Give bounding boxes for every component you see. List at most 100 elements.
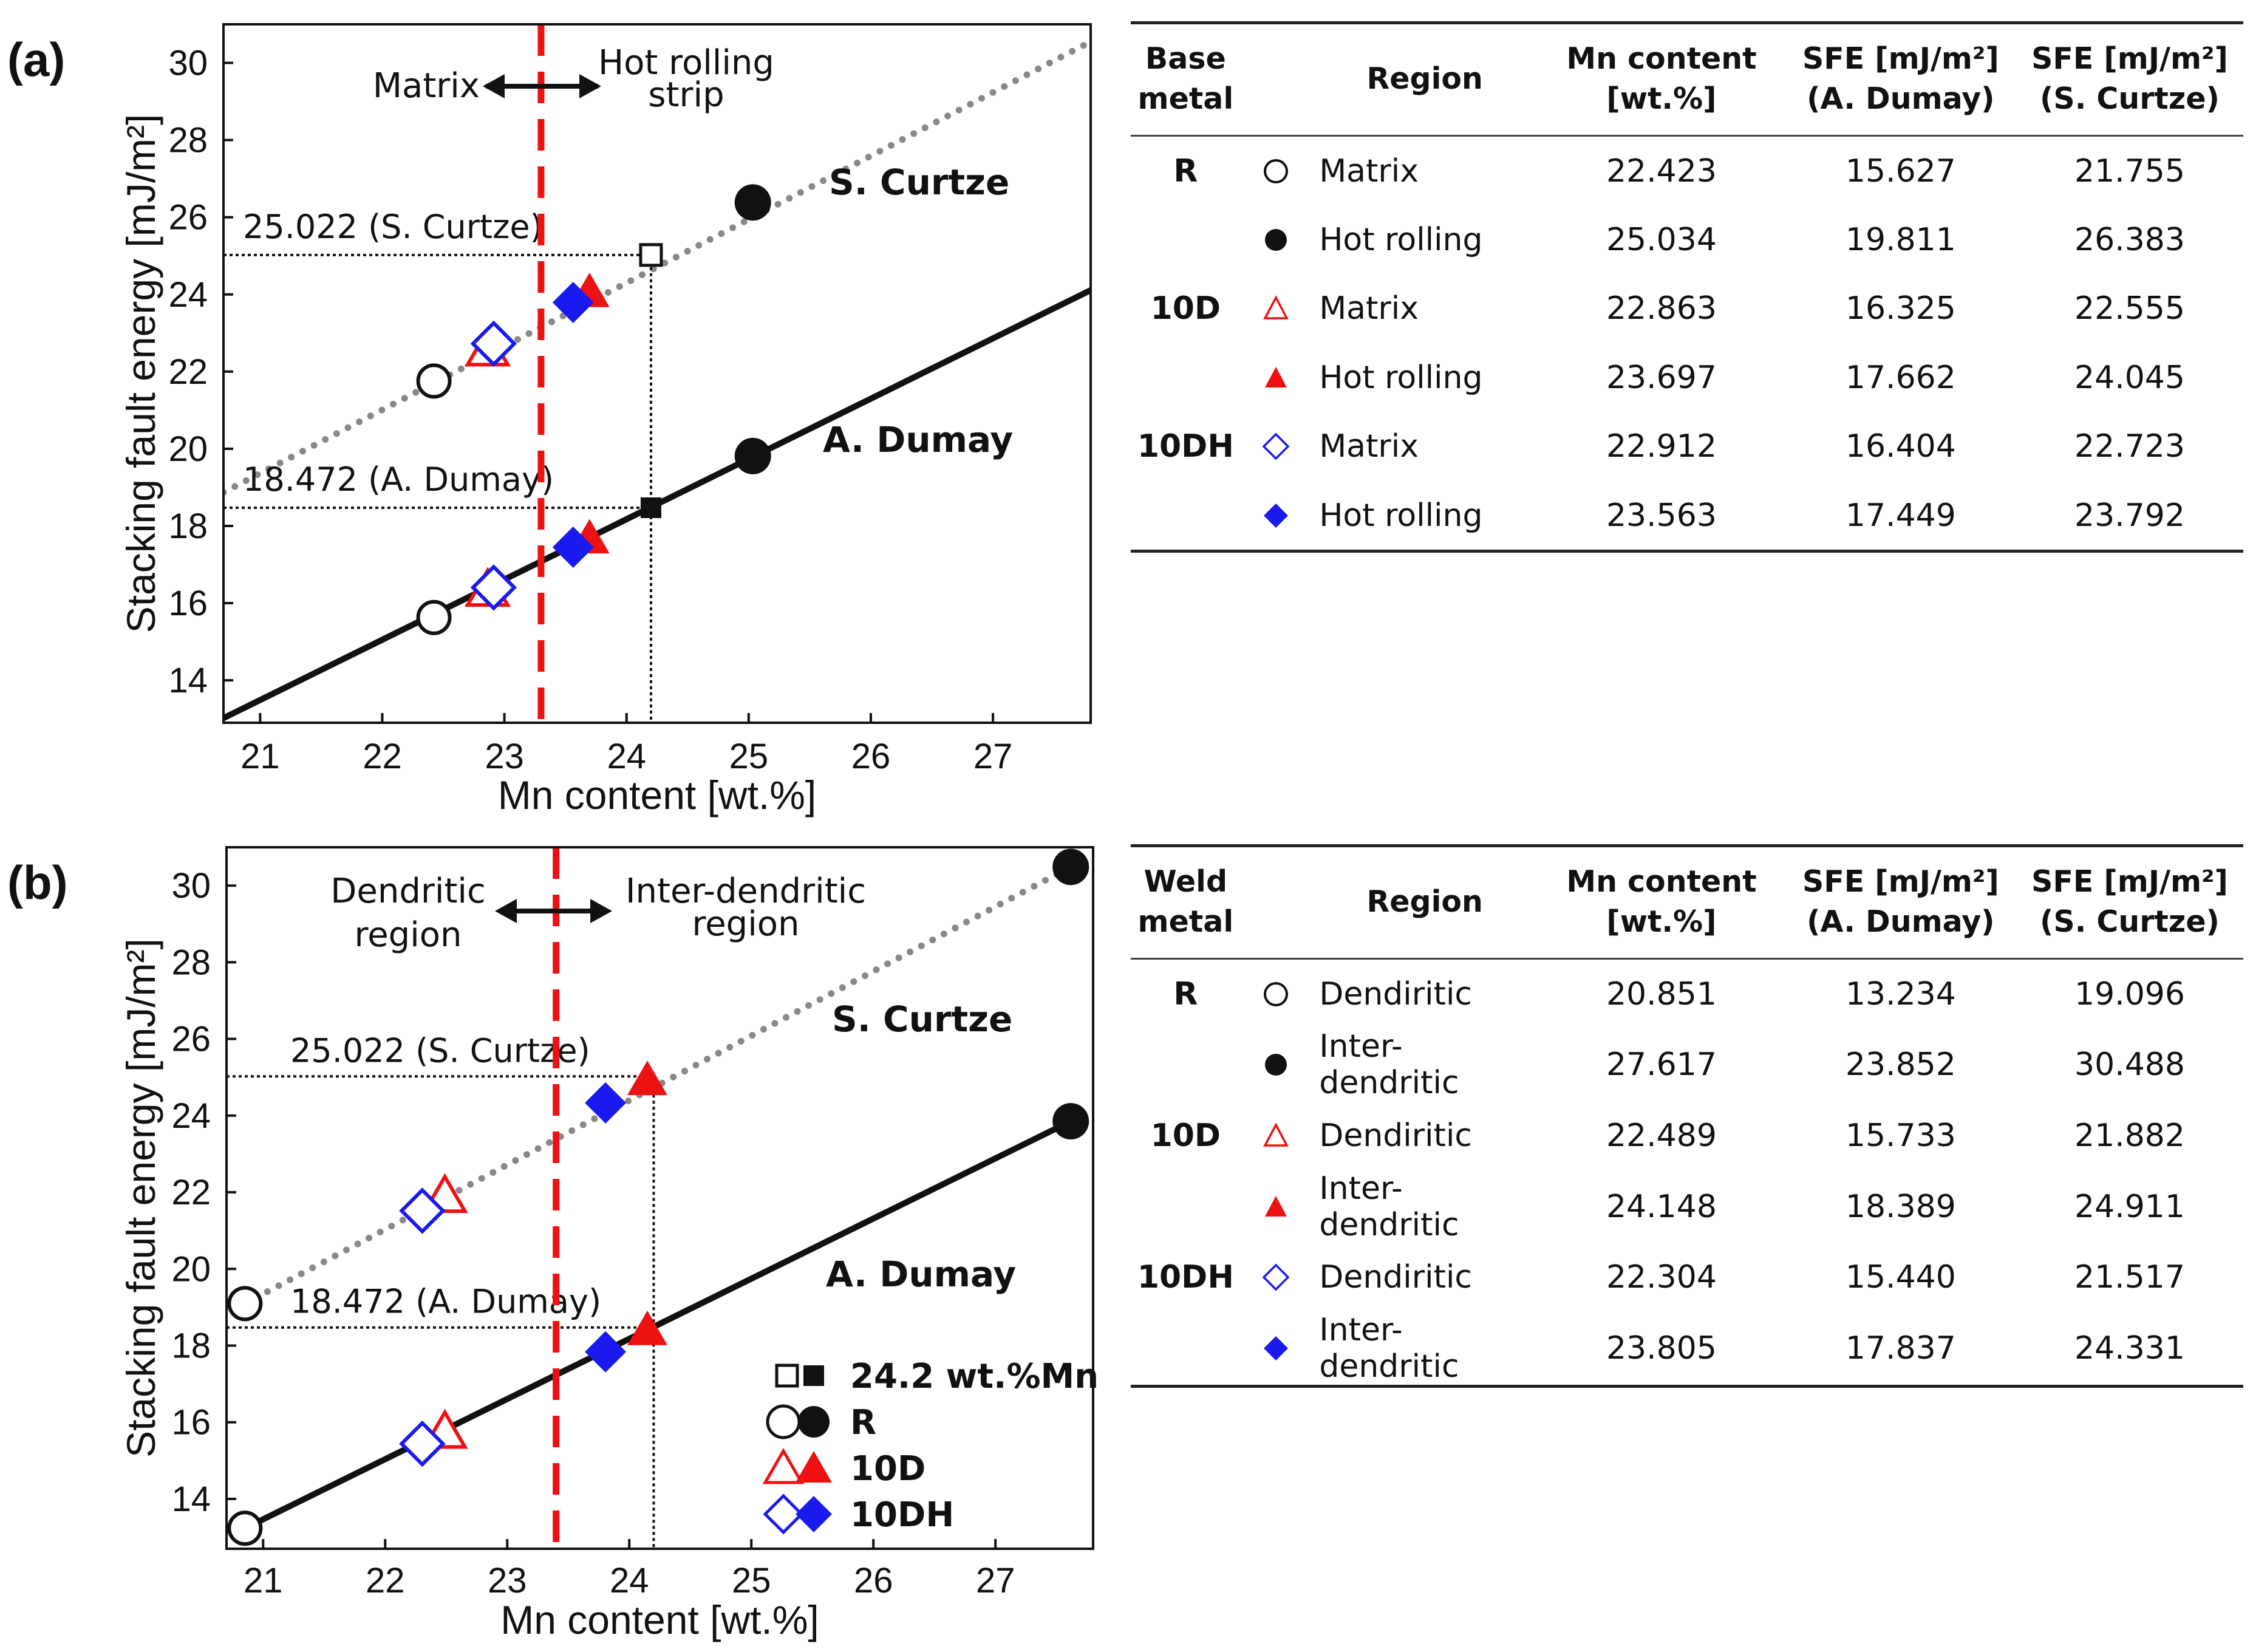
row-region: Hot rolling bbox=[1319, 359, 1483, 396]
diamond-filled-marker-icon bbox=[1241, 1312, 1312, 1387]
triangle-open-marker-icon bbox=[1241, 1101, 1312, 1170]
row-mn-content: 23.697 bbox=[1606, 359, 1717, 396]
legend-24-2-wt-mn-open-icon bbox=[775, 1364, 799, 1388]
row-sfe-dumay: 15.440 bbox=[1845, 1259, 1956, 1296]
r-open-point-curtze bbox=[227, 1286, 263, 1322]
legend-label: 10DH bbox=[850, 1495, 954, 1535]
y-tick-label: 22 bbox=[171, 1173, 211, 1212]
header-sfe-curtze: SFE [mJ/m²] (S. Curtze) bbox=[2031, 41, 2228, 116]
y-tick-label: 14 bbox=[168, 661, 208, 700]
row-region: Dendiritic bbox=[1319, 1118, 1473, 1155]
row-sfe-curtze: 24.331 bbox=[2074, 1330, 2185, 1367]
ref-label-dumay: 18.472 (A. Dumay) bbox=[243, 460, 554, 499]
row-region: Hot rolling bbox=[1319, 222, 1483, 259]
region-arrow-left bbox=[483, 74, 505, 98]
panel-label: (a) bbox=[7, 33, 65, 86]
region-arrow-right bbox=[579, 74, 601, 98]
circle-filled-marker-icon bbox=[1241, 1028, 1312, 1101]
x-tick-label: 23 bbox=[488, 1561, 527, 1600]
dumay-fit-line bbox=[244, 1118, 1072, 1531]
r-open-point-dumay bbox=[416, 599, 452, 635]
y-tick-label: 26 bbox=[168, 198, 208, 237]
row-group: 10DH bbox=[1137, 428, 1234, 465]
circle-open-marker-icon bbox=[1241, 136, 1312, 206]
row-sfe-curtze: 24.911 bbox=[2074, 1188, 2185, 1225]
row-group: R bbox=[1173, 975, 1198, 1012]
y-tick-label: 28 bbox=[168, 121, 208, 160]
row-sfe-curtze: 22.723 bbox=[2074, 428, 2185, 465]
row-region: Inter-dendritic bbox=[1319, 1028, 1459, 1102]
10dh-filled-point-curtze bbox=[585, 1082, 627, 1124]
table-row: Hot rolling 23.697 17.662 24.045 bbox=[1131, 343, 2243, 412]
header-region: Region bbox=[1366, 61, 1483, 96]
row-mn-content: 22.863 bbox=[1606, 290, 1717, 327]
table-row: Inter-dendritic 24.148 18.389 24.911 bbox=[1131, 1170, 2243, 1243]
legend-label: R bbox=[850, 1403, 876, 1442]
ref-point-dumay bbox=[640, 497, 661, 518]
region-arrow-right bbox=[590, 899, 612, 923]
panel-label: (b) bbox=[7, 856, 68, 909]
triangle-filled-marker-icon bbox=[1241, 343, 1312, 412]
row-region: Inter-dendritic bbox=[1319, 1312, 1459, 1385]
y-tick-label: 20 bbox=[168, 429, 208, 469]
row-group bbox=[1131, 1170, 1241, 1243]
table-row: Inter-dendritic 23.805 17.837 24.331 bbox=[1131, 1312, 2243, 1387]
r-filled-point-curtze bbox=[1052, 848, 1089, 886]
ref-label-dumay: 18.472 (A. Dumay) bbox=[290, 1283, 601, 1321]
diamond-filled-marker-icon bbox=[1241, 481, 1312, 551]
region-label-right-2: region bbox=[692, 904, 799, 944]
plot-frame bbox=[225, 846, 1094, 1550]
row-mn-content: 22.489 bbox=[1606, 1118, 1717, 1155]
legend-label: 10D bbox=[850, 1449, 925, 1489]
header-group: Base metal bbox=[1137, 41, 1234, 116]
table-row: 10D Dendiritic 22.489 15.733 21.882 bbox=[1131, 1101, 2243, 1170]
table-row: 10DH Matrix 22.912 16.404 22.723 bbox=[1131, 412, 2243, 481]
table-weld-metal: Weld metal Region Mn content [wt.%] SFE [… bbox=[1131, 844, 2243, 1388]
y-tick-label: 28 bbox=[171, 943, 211, 982]
row-sfe-curtze: 24.045 bbox=[2074, 359, 2185, 396]
y-tick-label: 18 bbox=[171, 1326, 211, 1365]
row-mn-content: 22.423 bbox=[1606, 152, 1717, 189]
region-label-right-2: strip bbox=[648, 75, 724, 115]
legend-diamond-filled-icon bbox=[796, 1496, 832, 1532]
row-group: 10D bbox=[1150, 290, 1221, 327]
row-group bbox=[1131, 343, 1241, 412]
y-tick-label: 24 bbox=[171, 1096, 211, 1136]
row-sfe-curtze: 21.517 bbox=[2074, 1259, 2185, 1296]
y-tick-label: 30 bbox=[168, 44, 208, 83]
table-row: 10D Matrix 22.863 16.325 22.555 bbox=[1131, 275, 2243, 343]
legend-triangle-filled-icon bbox=[796, 1451, 832, 1483]
row-group: 10DH bbox=[1137, 1259, 1234, 1296]
header-mn: Mn content [wt.%] bbox=[1566, 864, 1757, 939]
y-tick-label: 30 bbox=[171, 866, 211, 906]
x-axis-title: Mn content [wt.%] bbox=[498, 773, 817, 817]
y-axis-title: Stacking fault energy [mJ/m²] bbox=[118, 938, 163, 1458]
row-sfe-curtze: 19.096 bbox=[2074, 975, 2185, 1012]
r-filled-point-dumay bbox=[1052, 1103, 1089, 1140]
row-group bbox=[1131, 481, 1241, 551]
plot-frame bbox=[222, 23, 1092, 724]
data-points bbox=[227, 848, 1089, 1546]
table-row: R Matrix 22.423 15.627 21.755 bbox=[1131, 136, 2243, 206]
x-tick-label: 21 bbox=[244, 1561, 283, 1600]
fit-lines bbox=[223, 38, 1091, 721]
curtze-line-label: S. Curtze bbox=[832, 998, 1012, 1040]
row-mn-content: 24.148 bbox=[1606, 1188, 1717, 1225]
row-mn-content: 20.851 bbox=[1606, 975, 1717, 1012]
row-mn-content: 25.034 bbox=[1606, 222, 1717, 259]
x-tick-label: 22 bbox=[363, 737, 402, 776]
row-region: Matrix bbox=[1319, 428, 1419, 465]
circle-open-marker-icon bbox=[1241, 959, 1312, 1029]
header-mn: Mn content [wt.%] bbox=[1566, 41, 1757, 116]
legend-triangle-open-icon bbox=[762, 1447, 805, 1484]
region-label-left: Matrix bbox=[373, 66, 480, 106]
x-tick-label: 27 bbox=[976, 1561, 1015, 1600]
triangle-open-marker-icon bbox=[1241, 275, 1312, 343]
y-tick-label: 16 bbox=[168, 584, 208, 623]
row-sfe-curtze: 23.792 bbox=[2074, 497, 2185, 534]
row-sfe-curtze: 30.488 bbox=[2074, 1046, 2185, 1084]
legend-circle-filled-icon bbox=[798, 1406, 830, 1438]
table-row: Hot rolling 25.034 19.811 26.383 bbox=[1131, 205, 2243, 274]
table-row: Inter-dendritic 27.617 23.852 30.488 bbox=[1131, 1028, 2243, 1101]
row-sfe-dumay: 13.234 bbox=[1845, 975, 1956, 1012]
